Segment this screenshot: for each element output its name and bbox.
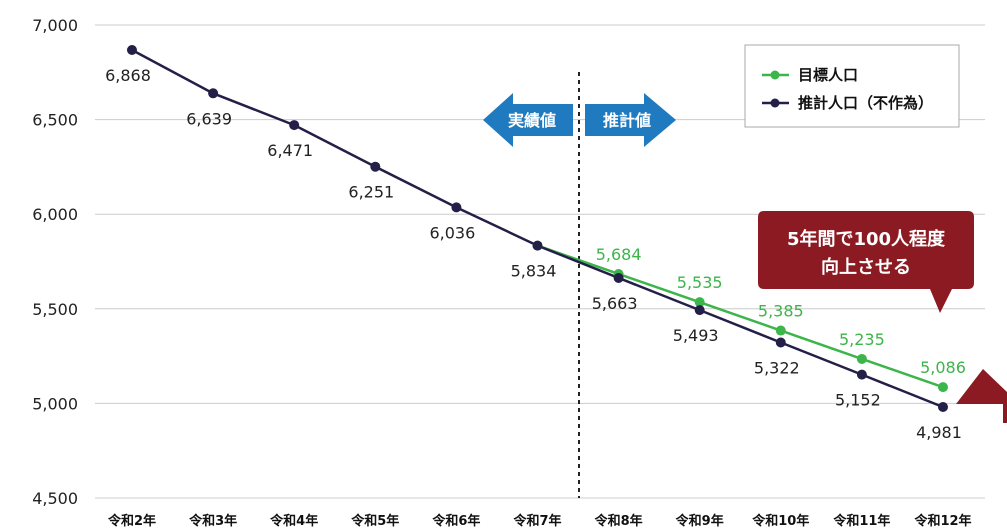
target-data-label: 5,235 <box>839 330 885 349</box>
estimate-point <box>451 202 462 213</box>
legend-box <box>744 44 960 128</box>
projected-arrow <box>585 93 676 147</box>
estimate-point <box>856 369 867 380</box>
y-tick-label: 4,500 <box>32 489 78 508</box>
target-point <box>856 353 867 364</box>
target-point <box>938 382 948 393</box>
improvement-up-arrow <box>956 369 1007 423</box>
target-data-label: 5,385 <box>758 302 804 321</box>
improvement-callout: 5年間で100人程度 向上させる <box>758 211 974 313</box>
legend-label-estimate: 推計人口（不作為） <box>798 94 933 112</box>
estimate-data-label: 6,251 <box>348 183 394 202</box>
legend-label-target: 目標人口 <box>798 66 858 84</box>
x-tick-label: 令和9年 <box>676 513 724 529</box>
x-tick-label: 令和8年 <box>595 513 643 529</box>
series-layer: 6,868 6,639 6,471 6,251 6,036 5,834 5,663 5,493… <box>105 44 966 442</box>
actual-projected-arrows: 実績値 推計値 <box>483 93 676 147</box>
estimate-point <box>775 337 786 348</box>
y-tick-label: 5,000 <box>32 394 78 413</box>
x-tick-label: 令和10年 <box>752 513 809 529</box>
estimate-data-label: 4,981 <box>916 423 962 442</box>
x-tick-label: 令和2年 <box>108 513 156 529</box>
estimate-data-label: 5,663 <box>592 294 638 313</box>
legend-marker-estimate <box>770 98 780 108</box>
estimate-point <box>370 161 381 172</box>
callout-line-2: 向上させる <box>821 256 911 278</box>
estimate-data-label: 5,322 <box>754 358 800 377</box>
x-tick-label: 令和5年 <box>351 513 399 529</box>
projected-label: 推計値 <box>603 111 651 130</box>
estimate-data-label: 5,834 <box>511 262 557 281</box>
x-tick-label: 令和6年 <box>432 513 480 529</box>
y-tick-label: 6,500 <box>32 111 78 130</box>
estimate-point <box>208 88 219 99</box>
x-tick-label: 令和11年 <box>833 513 890 529</box>
x-tick-label: 令和4年 <box>270 513 318 529</box>
estimate-point <box>938 401 948 412</box>
target-data-label: 5,086 <box>920 358 966 377</box>
actual-label: 実績値 <box>508 111 556 130</box>
target-point <box>694 297 705 308</box>
estimate-data-label: 5,493 <box>673 326 719 345</box>
callout-bubble <box>758 211 974 313</box>
x-axis: 令和2年 令和3年 令和4年 令和5年 令和6年 令和7年 令和8年 令和9年 令和10年 令和1… <box>108 513 972 529</box>
estimate-point <box>532 240 543 251</box>
estimate-data-label: 5,152 <box>835 391 881 410</box>
estimate-point <box>613 272 624 283</box>
target-series-line <box>537 244 944 389</box>
x-tick-label: 令和12年 <box>914 513 971 529</box>
target-data-label: 5,684 <box>596 245 642 264</box>
estimate-point <box>127 44 137 55</box>
grid-lines <box>95 24 985 499</box>
estimate-point <box>694 305 705 316</box>
y-axis: 7,000 6,500 6,000 5,500 5,000 4,500 <box>32 16 78 508</box>
estimate-point <box>289 120 300 131</box>
estimate-data-label: 6,036 <box>429 223 475 242</box>
y-tick-label: 5,500 <box>32 300 78 319</box>
target-data-label: 5,535 <box>677 273 723 292</box>
x-tick-label: 令和7年 <box>513 513 561 529</box>
y-tick-label: 6,000 <box>32 205 78 224</box>
target-point <box>775 325 786 336</box>
callout-line-1: 5年間で100人程度 <box>787 228 946 250</box>
estimate-data-label: 6,639 <box>186 109 232 128</box>
estimate-data-label: 6,868 <box>105 66 151 85</box>
y-tick-label: 7,000 <box>32 16 78 35</box>
legend-marker-target <box>770 70 780 80</box>
actual-arrow <box>483 93 573 147</box>
estimate-data-label: 6,471 <box>267 141 313 160</box>
legend: 目標人口 推計人口（不作為） <box>744 44 960 128</box>
x-tick-label: 令和3年 <box>189 513 237 529</box>
